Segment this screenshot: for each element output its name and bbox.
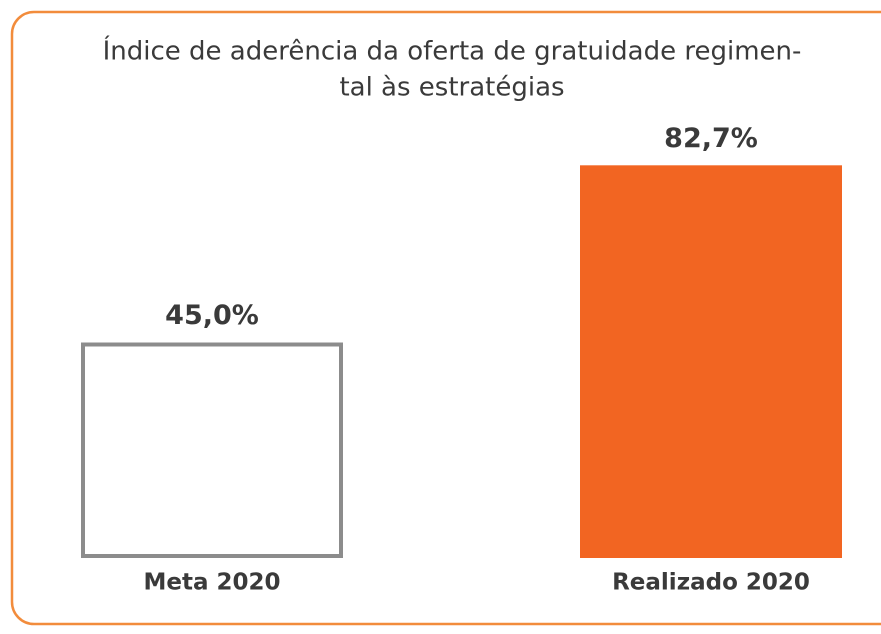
value-label: 82,7% — [664, 123, 758, 154]
bar — [81, 342, 343, 558]
chart-title: Índice de aderência da oferta de gratuid… — [103, 35, 802, 67]
bar — [580, 165, 842, 558]
x-tick-label: Meta 2020 — [143, 570, 280, 596]
value-label: 45,0% — [165, 300, 259, 331]
chart-title: tal às estratégias — [339, 73, 564, 103]
frame — [10, 10, 881, 626]
x-tick-label: Realizado 2020 — [612, 570, 810, 596]
